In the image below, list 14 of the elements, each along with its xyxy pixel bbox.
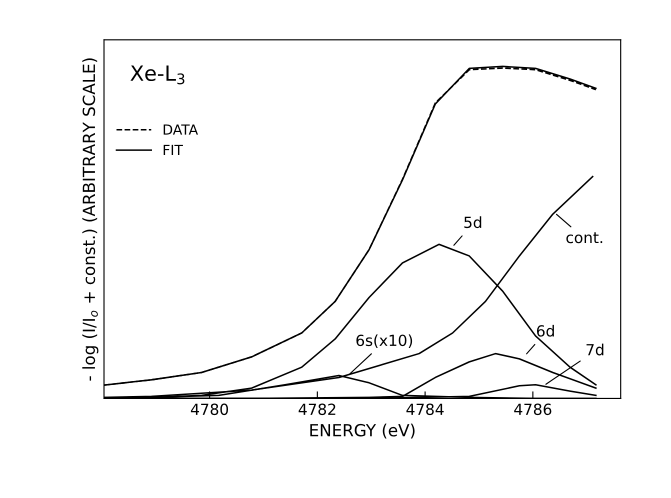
annotation: cont. [566,232,602,244]
x-axis-title: ENERGY (eV) [310,424,415,438]
legend-label: DATA [164,124,198,135]
annotation: 6d [536,324,554,337]
legend-label: FIT [164,144,183,155]
y-axis-title: - log (I/I$_{o}$ + const.) (ARBITRARY SCALE) [82,58,98,381]
annotation: 5d [464,216,482,228]
x-tick-label: 4786 [514,404,552,416]
x-tick-label: 4782 [298,404,336,416]
x-tick-label: 4784 [406,404,444,416]
x-tick-label: 4780 [190,404,228,416]
annotation: 6s(x10) [356,334,412,348]
annotation: 7d [586,344,604,356]
chart-title: Xe-L$_{3}$ [130,66,184,84]
